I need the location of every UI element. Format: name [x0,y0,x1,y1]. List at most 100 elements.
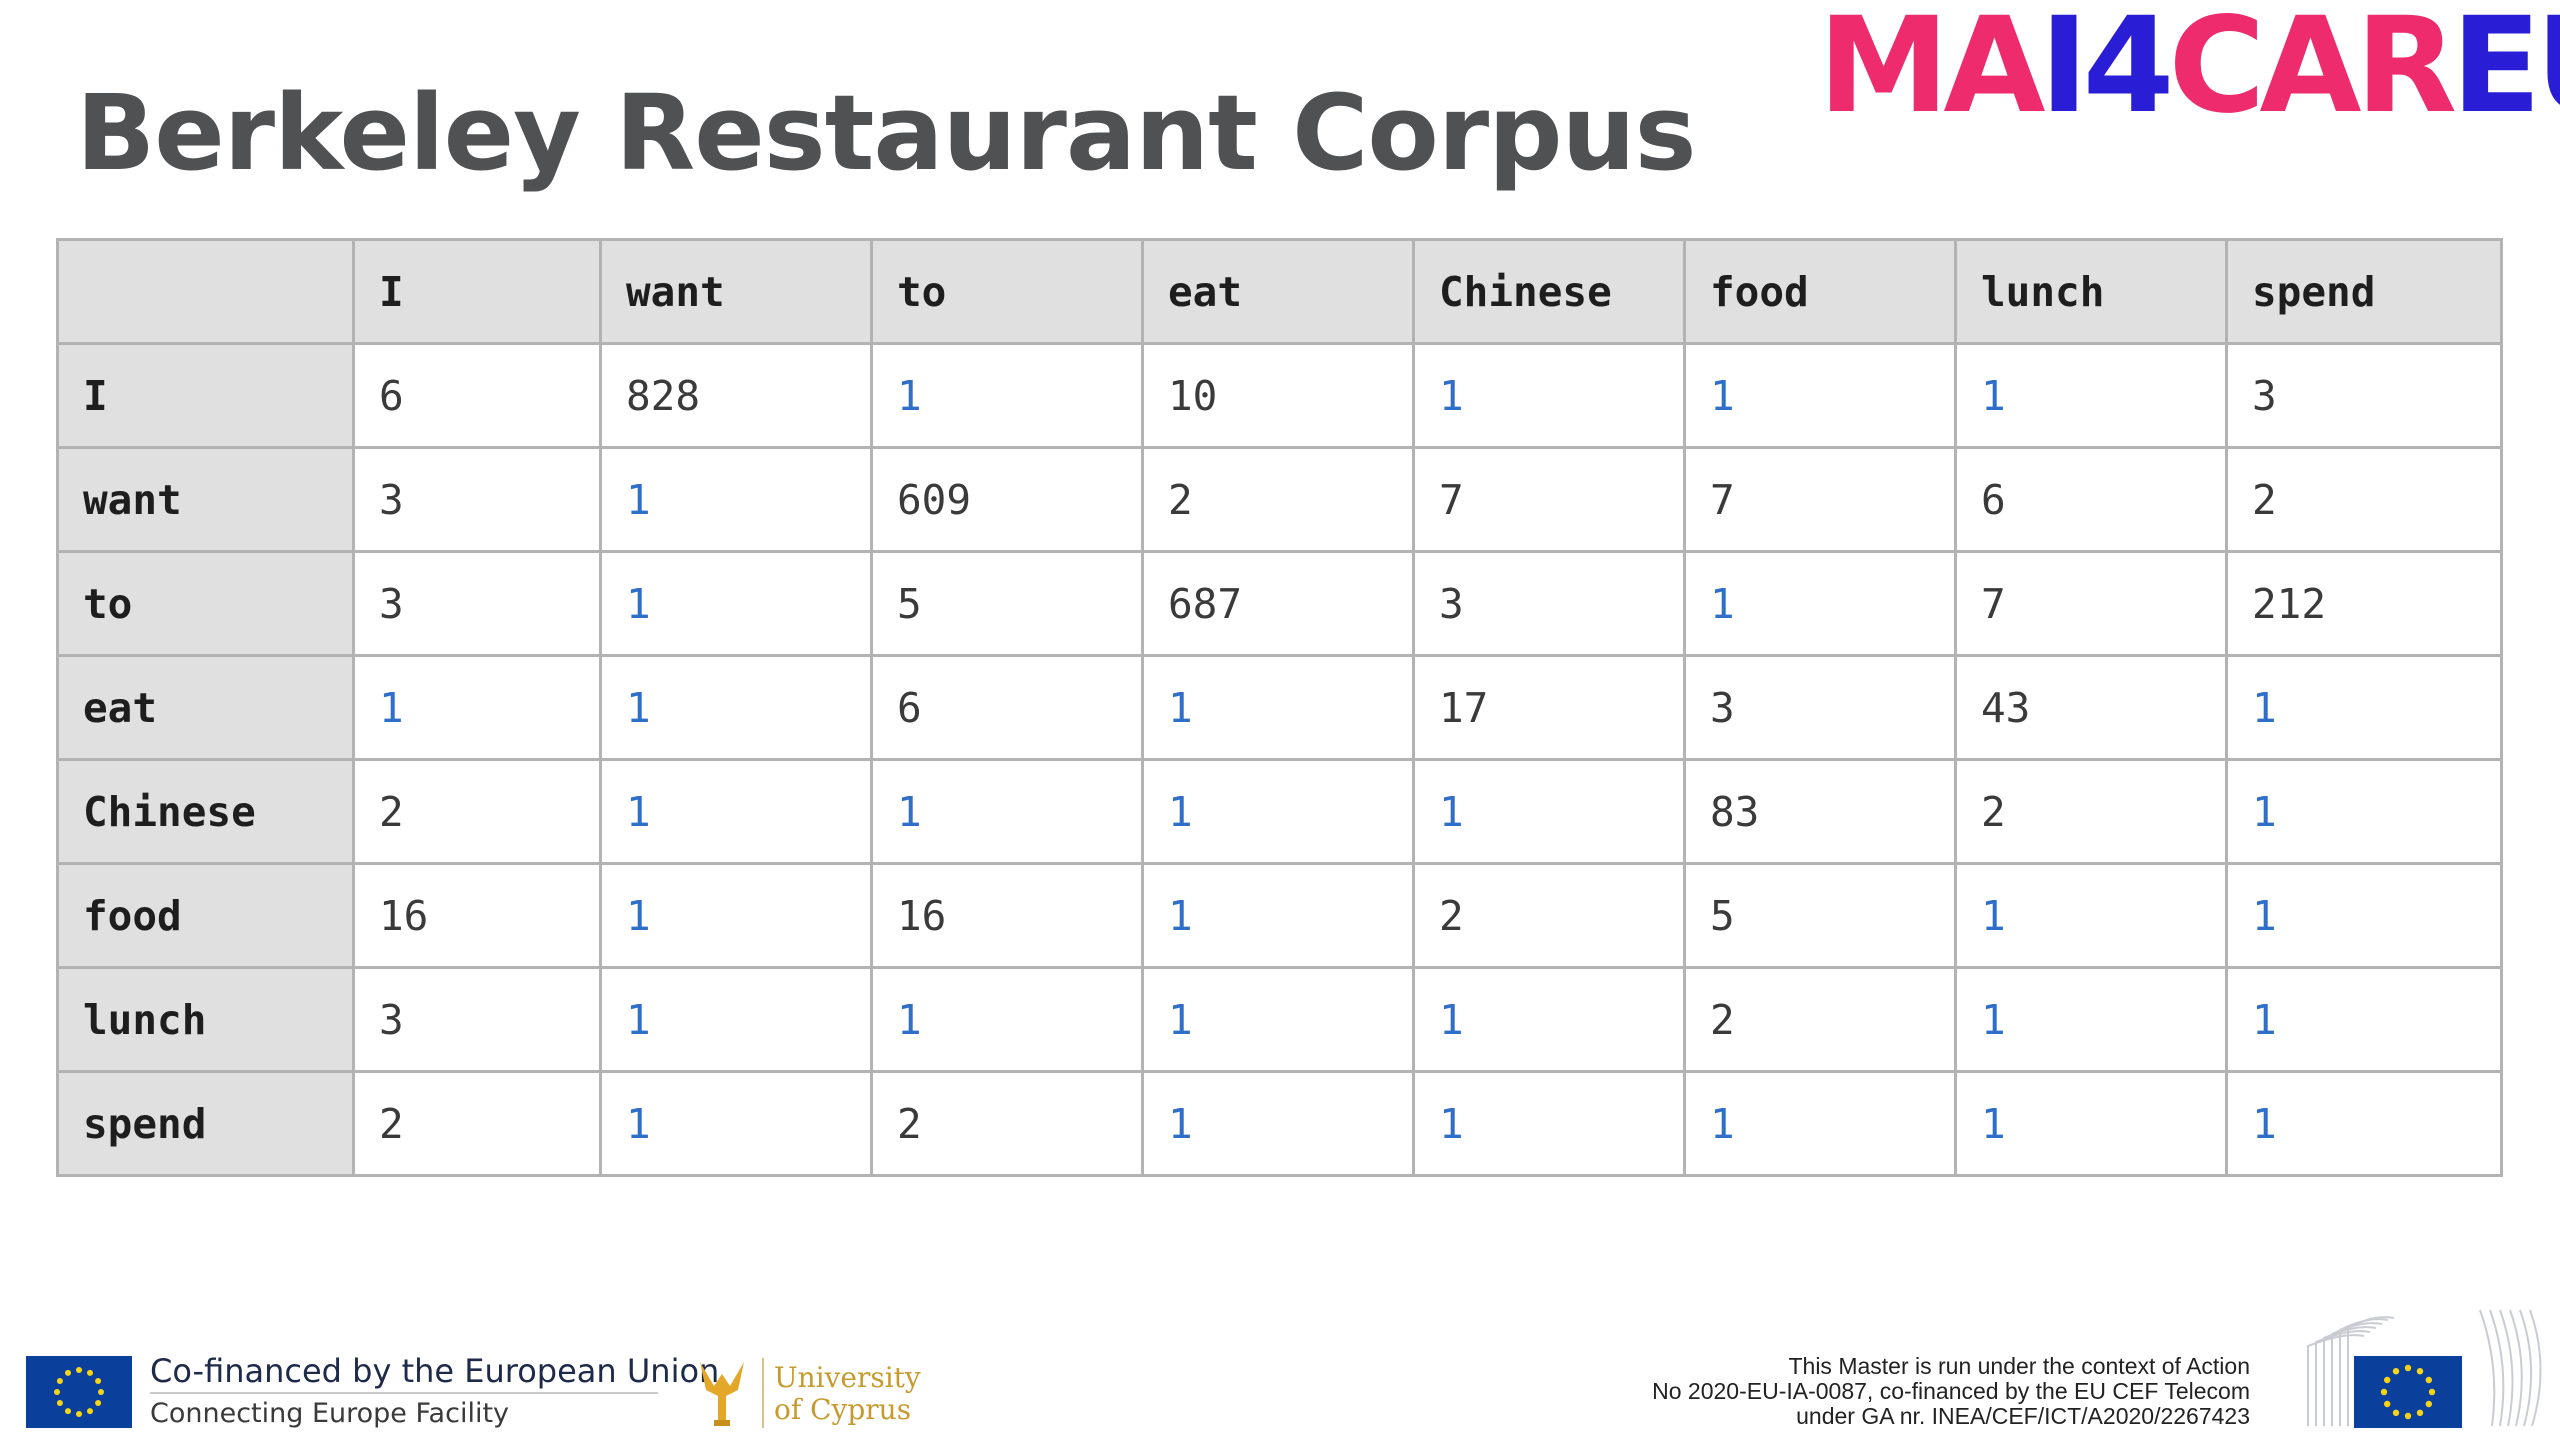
column-header: lunch [1954,238,2228,345]
count-cell: 687 [1141,550,1415,657]
count-cell: 1 [599,550,873,657]
count-cell: 43 [1954,654,2228,761]
count-cell: 3 [352,966,602,1073]
eu-star-icon [87,1408,93,1415]
eu-star-icon [76,1411,82,1417]
row-header: eat [56,654,355,761]
count-cell: 1 [599,862,873,969]
count-cell: 16 [352,862,602,969]
count-cell: 212 [2225,550,2503,657]
count-cell: 1 [599,966,873,1073]
european-commission-logo-icon [2307,1309,2542,1428]
row-header: lunch [56,966,355,1073]
row-header: food [56,862,355,969]
column-header: food [1683,238,1957,345]
count-cell: 2 [1683,966,1957,1073]
table-row: to 3 1 5 687 3 1 7 212 [56,550,2503,657]
eu-star-icon [2425,1400,2432,1408]
count-cell: 3 [1683,654,1957,761]
count-cell: 7 [1954,550,2228,657]
eu-star-icon [76,1367,82,1373]
column-header: eat [1141,238,1415,345]
logo-part-car: CAR [2168,0,2457,143]
column-header: Chinese [1412,238,1686,345]
count-cell: 1 [599,1070,873,1177]
count-cell: 828 [599,342,873,449]
count-cell: 1 [2225,758,2503,865]
count-cell: 1 [1141,654,1415,761]
count-cell: 1 [2225,1070,2503,1177]
eu-star-icon [2404,1412,2412,1420]
count-cell: 7 [1683,446,1957,553]
count-cell: 1 [599,446,873,553]
count-cell: 7 [1412,446,1686,553]
eu-star-icon [2404,1364,2412,1372]
eu-cofinanced-text: Co-financed by the European Union [150,1352,720,1390]
notice-line-2: No 2020-EU-IA-0087, co-financed by the E… [1652,1378,2250,1404]
table-row: Chinese 2 1 1 1 1 83 2 1 [56,758,2503,865]
count-cell: 1 [870,966,1144,1073]
count-cell: 1 [2225,966,2503,1073]
count-cell: 1 [1954,862,2228,969]
ucy-line-2: of Cyprus [774,1393,912,1426]
count-cell: 2 [1141,446,1415,553]
count-cell: 1 [1141,862,1415,969]
slide-title: Berkeley Restaurant Corpus [76,72,1697,194]
column-header: to [870,238,1144,345]
count-cell: 3 [352,446,602,553]
count-cell: 2 [1954,758,2228,865]
eu-star-icon [2392,1409,2400,1416]
eu-star-icon [2384,1400,2391,1408]
count-cell: 1 [870,758,1144,865]
university-of-cyprus-text: University of Cyprus [774,1362,921,1426]
count-cell: 17 [1412,654,1686,761]
eu-star-icon [56,1400,63,1406]
count-cell: 3 [1412,550,1686,657]
column-header: spend [2225,238,2503,345]
count-cell: 2 [1412,862,1686,969]
table-row: I 6 828 1 10 1 1 1 3 [56,342,2503,449]
count-cell: 83 [1683,758,1957,865]
table-row: lunch 3 1 1 1 1 2 1 1 [56,966,2503,1073]
count-cell: 1 [1141,758,1415,865]
count-cell: 6 [352,342,602,449]
notice-line-1: This Master is run under the context of … [1788,1353,2250,1379]
count-cell: 1 [1412,758,1686,865]
eu-star-icon [98,1389,104,1395]
eu-star-icon [2425,1376,2432,1384]
eu-flag-icon [26,1356,132,1428]
count-cell: 1 [1683,550,1957,657]
count-cell: 2 [2225,446,2503,553]
eu-star-icon [2380,1388,2388,1396]
count-cell: 2 [870,1070,1144,1177]
eu-star-icon [2416,1368,2424,1375]
cef-text: Connecting Europe Facility [150,1398,510,1429]
eu-star-icon [2384,1376,2391,1384]
table-row: spend 2 1 2 1 1 1 1 1 [56,1070,2503,1177]
eu-star-icon [65,1369,71,1376]
count-cell: 5 [870,550,1144,657]
logo-part-ma: MA [1818,0,2046,143]
count-cell: 3 [352,550,602,657]
count-cell: 1 [599,758,873,865]
count-cell: 1 [599,654,873,761]
ucy-line-1: University [774,1361,921,1394]
table-row: want 3 1 609 2 7 7 6 2 [56,446,2503,553]
count-cell: 1 [1412,342,1686,449]
count-cell: 1 [1954,966,2228,1073]
eu-star-icon [54,1389,60,1395]
funding-notice: This Master is run under the context of … [1652,1354,2250,1429]
count-cell: 1 [352,654,602,761]
count-cell: 1 [1412,966,1686,1073]
count-cell: 1 [1141,1070,1415,1177]
eu-star-icon [2416,1409,2424,1416]
row-header: I [56,342,355,449]
notice-line-3: under GA nr. INEA/CEF/ICT/A2020/2267423 [1796,1403,2250,1429]
count-cell: 10 [1141,342,1415,449]
eu-star-icon [87,1369,93,1376]
count-cell: 1 [1954,1070,2228,1177]
divider [150,1392,658,1394]
column-header: I [352,238,602,345]
